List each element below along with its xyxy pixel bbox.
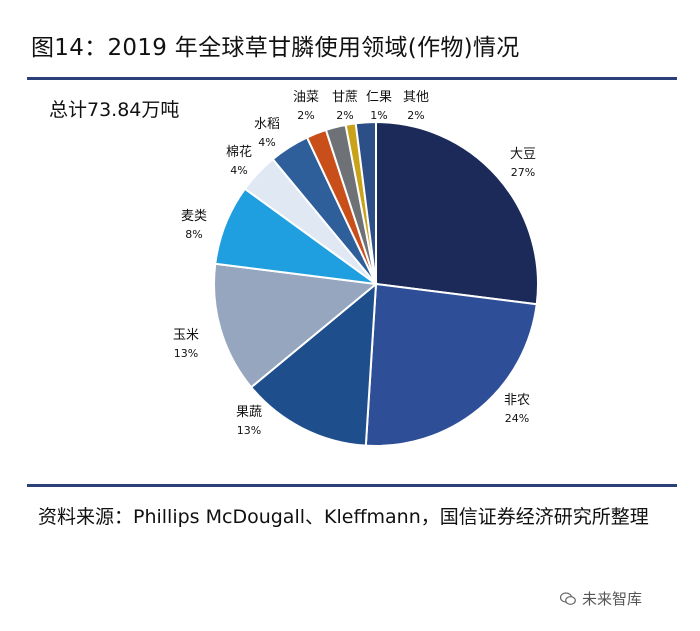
slice-label-pome-fruit: 仁果 — [366, 90, 392, 105]
slice-label-corn: 玉米 — [173, 328, 199, 343]
wechat-icon — [560, 592, 576, 605]
pie-slice-soybean — [375, 120, 539, 306]
slice-label-fruit-veg: 果蔬 — [236, 405, 262, 420]
slice-label-rapeseed: 油菜 — [293, 90, 319, 105]
slice-value-sugarcane: 2% — [336, 109, 353, 122]
slice-value-corn: 13% — [174, 347, 198, 360]
slice-value-pome-fruit: 1% — [370, 109, 387, 122]
slice-value-cotton: 4% — [230, 164, 247, 177]
slice-label-other: 其他 — [403, 90, 429, 105]
source-rule — [27, 484, 677, 487]
slice-value-rice: 4% — [258, 136, 275, 149]
pie-slice-fruit-veg — [249, 281, 378, 447]
figure-title: 图14：2019 年全球草甘膦使用领域(作物)情况 — [31, 35, 520, 61]
source-note: 资料来源：Phillips McDougall、Kleffmann，国信证券经济… — [38, 506, 649, 528]
slice-label-sugarcane: 甘蔗 — [332, 90, 358, 105]
slice-value-rapeseed: 2% — [297, 109, 314, 122]
pie-slice-other — [354, 120, 377, 285]
pie-slice-corn — [213, 262, 379, 389]
title-rule — [27, 77, 677, 80]
slice-label-rice: 水稻 — [254, 117, 280, 132]
watermark: 未来智库 — [560, 588, 642, 609]
slice-value-soybean: 27% — [511, 166, 535, 179]
slice-value-other: 2% — [407, 109, 424, 122]
slice-value-wheat: 8% — [185, 228, 202, 241]
slice-label-non-agri: 非农 — [504, 393, 530, 408]
slice-label-wheat: 麦类 — [181, 209, 207, 224]
slice-label-cotton: 棉花 — [226, 144, 252, 160]
chart-total-annotation: 总计73.84万吨 — [49, 99, 180, 121]
slice-value-fruit-veg: 13% — [237, 424, 261, 437]
pie-slice-non-agri — [364, 282, 538, 447]
slice-label-soybean: 大豆 — [510, 147, 536, 162]
slice-value-non-agri: 24% — [505, 412, 529, 425]
watermark-text: 未来智库 — [582, 590, 643, 608]
